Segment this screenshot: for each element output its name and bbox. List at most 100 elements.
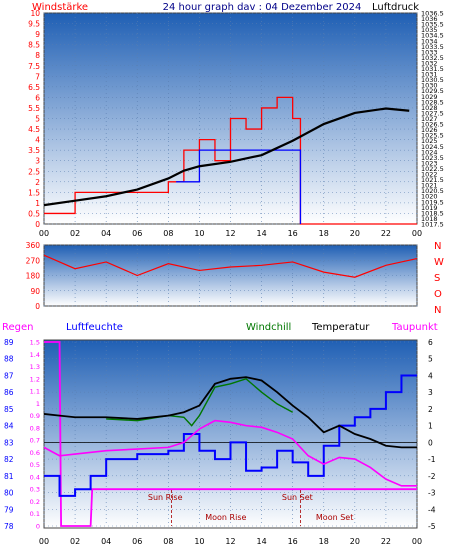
wind-tick-label: 10 [30, 9, 40, 18]
pressure-tick-label: 1026 [421, 126, 438, 134]
wind-tick-label: 7.5 [28, 62, 40, 71]
temperature-tick-label: 3 [428, 388, 433, 397]
rain-tick-label: 0.4 [30, 473, 40, 481]
humidity-tick-label: 84 [4, 422, 14, 431]
pressure-tick-label: 1034.5 [421, 32, 444, 40]
time-tick-label: 00 [39, 229, 49, 238]
temperature-tick-label: -4 [428, 505, 436, 514]
rain-tick-label: 0.8 [30, 424, 40, 432]
pressure-tick-label: 1022.5 [421, 165, 444, 173]
temperature-tick-label: 2 [428, 405, 433, 414]
wind-tick-label: 0 [35, 220, 40, 229]
astro-label: Moon Set [316, 513, 353, 522]
pressure-tick-label: 1036 [421, 15, 438, 23]
pressure-tick-label: 1026.5 [421, 121, 444, 129]
rain-tick-label: 0.7 [30, 437, 40, 445]
dewpoint-line [43, 419, 417, 487]
pressure-tick-label: 1035 [421, 26, 438, 34]
pressure-tick-label: 1030 [421, 82, 438, 90]
pressure-axis: 1036.510361035.510351034.510341033.51033… [421, 10, 444, 229]
pressure-tick-label: 1033.5 [421, 43, 444, 51]
wind-tick-label: 9 [35, 30, 40, 39]
temperature-tick-label: 1 [428, 422, 433, 431]
pressure-tick-label: 1036.5 [421, 10, 444, 18]
direction-tick-label: 180 [26, 272, 41, 281]
pressure-tick-label: 1033 [421, 48, 438, 56]
time-tick-label: 14 [256, 537, 266, 546]
temperature-tick-label: 4 [428, 371, 433, 380]
pressure-tick-label: 1031.5 [421, 65, 444, 73]
time-tick-label: 10 [194, 537, 204, 546]
pressure-tick-label: 1025.5 [421, 132, 444, 140]
pressure-tick-label: 1027.5 [421, 109, 444, 117]
humidity-line [44, 374, 417, 497]
temperature-tick-label: 5 [428, 355, 433, 364]
humidity-tick-label: 88 [4, 355, 14, 364]
temperature-tick-label: 0 [428, 438, 433, 447]
pressure-tick-label: 1029.5 [421, 87, 444, 95]
pressure-tick-label: 1035.5 [421, 21, 444, 29]
pressure-tick-label: 1024 [421, 148, 438, 156]
pressure-tick-label: 1034 [421, 37, 438, 45]
humidity-tick-label: 83 [4, 438, 14, 447]
wind-tick-label: 8.5 [28, 41, 40, 50]
compass-label: W [434, 257, 444, 268]
pressure-tick-label: 1019.5 [421, 198, 444, 206]
humidity-label: Luftfeuchte [66, 322, 123, 333]
time-tick-label: 00 [412, 229, 422, 238]
wind-tick-label: 6.5 [28, 83, 40, 92]
pressure-tick-label: 1025 [421, 137, 438, 145]
humidity-tick-label: 87 [4, 371, 14, 380]
pressure-tick-label: 1024.5 [421, 143, 444, 151]
time-tick-label: 04 [101, 229, 111, 238]
wind-tick-label: 3 [35, 157, 40, 166]
temperature-line [43, 376, 417, 449]
pressure-tick-label: 1032 [421, 59, 438, 67]
temperature-axis: 6 5 4 3 2 1 0 -1 -2 -3 -4 -5 [428, 338, 436, 531]
time-tick-label: 00 [39, 537, 49, 546]
windchill-label: Windchill [246, 322, 291, 333]
time-tick-label: 12 [225, 537, 235, 546]
rain-tick-label: 0.1 [30, 510, 40, 518]
wind-tick-label: 1 [35, 199, 40, 208]
direction-tick-label: 0 [35, 302, 40, 311]
humidity-axis: 89 88 87 86 85 84 83 82 81 80 79 78 [4, 338, 14, 531]
pressure-line [43, 107, 410, 207]
time-tick-label: 00 [412, 537, 422, 546]
pressure-tick-label: 1021 [421, 182, 438, 190]
humidity-tick-label: 85 [4, 405, 14, 414]
temperature-tick-label: -3 [428, 489, 436, 498]
rain-tick-label: 1 [36, 400, 40, 408]
rain-tick-label: 1.3 [30, 363, 40, 371]
pressure-tick-label: 1020.5 [421, 187, 444, 195]
astro-label: Sun Rise [148, 493, 183, 502]
pressure-tick-label: 1018.5 [421, 209, 444, 217]
direction-tick-label: 90 [30, 287, 40, 296]
pressure-tick-label: 1031 [421, 71, 438, 79]
temperature-tick-label: 6 [428, 338, 433, 347]
time-tick-label: 16 [288, 537, 298, 546]
pressure-tick-label: 1023.5 [421, 154, 444, 162]
humidity-tick-label: 81 [4, 472, 14, 481]
direction-tick-label: 360 [26, 241, 41, 250]
temperature-tick-label: -5 [428, 522, 436, 531]
rain-tick-label: 1.4 [30, 351, 40, 359]
time-axis: 00 02 04 06 08 10 12 14 16 18 20 22 00 [39, 229, 422, 238]
wind-tick-label: 3.5 [28, 146, 40, 155]
wind-direction-line [43, 254, 418, 278]
humidity-tick-label: 86 [4, 388, 14, 397]
dewpoint-label: Taupunkt [391, 322, 438, 333]
time-tick-label: 08 [163, 537, 173, 546]
pressure-title: Luftdruck [372, 2, 419, 13]
pressure-tick-label: 1027 [421, 115, 438, 123]
rain-tick-label: 0.9 [30, 412, 40, 420]
direction-axis: 360 270 180 90 0 [26, 241, 41, 311]
wind-tick-label: 5.5 [28, 104, 40, 113]
rain-tick-label: 0.3 [30, 486, 40, 494]
humidity-tick-label: 89 [4, 338, 14, 347]
pressure-tick-label: 1017.5 [421, 221, 444, 229]
rain-label: Regen [2, 322, 34, 333]
